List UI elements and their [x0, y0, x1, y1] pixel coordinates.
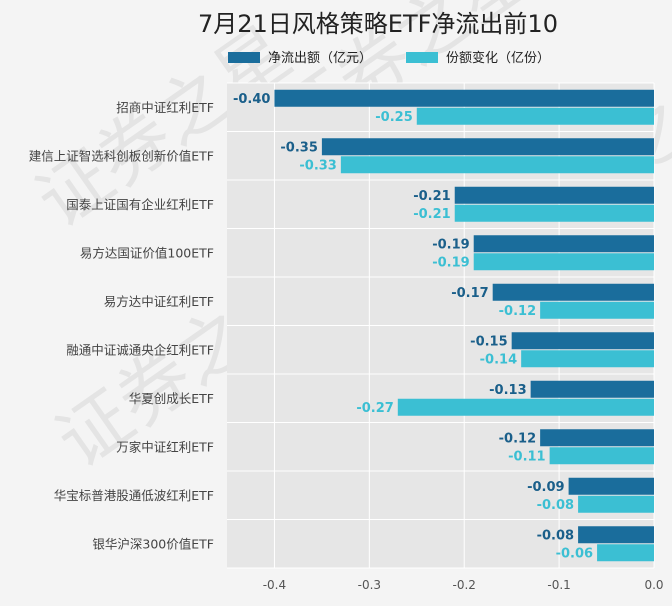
category-label: 易方达中证红利ETF — [104, 294, 214, 309]
chart-title: 7月21日风格策略ETF净流出前10 — [198, 10, 558, 38]
bar-share-change — [454, 204, 654, 222]
bar-net-outflow — [511, 332, 654, 350]
bar-net-outflow — [530, 380, 654, 398]
data-label-share-change: -0.11 — [508, 449, 545, 464]
category-labels: 招商中证红利ETF 建信上证智选科创板创新价值ETF 国泰上证国有企业红利ETF 易方… — [29, 100, 214, 552]
category-label: 建信上证智选科创板创新价值ETF — [29, 148, 214, 163]
category-label: 国泰上证国有企业红利ETF — [66, 197, 214, 212]
data-label-net-outflow: -0.19 — [432, 237, 469, 252]
bar-net-outflow — [454, 186, 654, 204]
data-labels: -0.40 -0.25 -0.35 -0.33 -0.21 -0.21 -0.19 -0.19… — [233, 92, 593, 562]
bar-net-outflow — [540, 429, 654, 447]
bar-share-change — [578, 495, 654, 513]
category-label: 华宝标普港股通低波红利ETF — [54, 488, 214, 503]
data-label-share-change: -0.21 — [413, 207, 450, 222]
category-label: 银华沪深300价值ETF — [92, 536, 214, 551]
data-label-net-outflow: -0.21 — [413, 189, 450, 204]
bar-net-outflow — [321, 138, 654, 156]
data-label-share-change: -0.27 — [356, 401, 393, 416]
data-label-share-change: -0.33 — [299, 158, 336, 173]
bar-share-change — [597, 544, 654, 562]
bar-share-change — [549, 447, 654, 465]
category-label: 华夏创成长ETF — [129, 391, 214, 406]
x-tick-label: -0.1 — [547, 578, 570, 592]
data-label-share-change: -0.06 — [556, 546, 593, 561]
category-label: 易方达国证价值100ETF — [80, 245, 214, 260]
data-label-share-change: -0.12 — [499, 304, 536, 319]
legend-swatch-net-outflow — [228, 52, 260, 63]
bar-share-change — [473, 253, 654, 271]
bars — [274, 89, 654, 562]
data-label-net-outflow: -0.17 — [451, 286, 488, 301]
bar-share-change — [340, 156, 654, 174]
data-label-share-change: -0.25 — [375, 110, 412, 125]
category-label: 招商中证红利ETF — [116, 100, 214, 115]
x-tick-label: -0.3 — [358, 578, 381, 592]
bar-net-outflow — [274, 89, 654, 107]
bar-net-outflow — [492, 283, 654, 301]
bar-net-outflow — [473, 235, 654, 253]
bar-net-outflow — [568, 477, 654, 495]
data-label-net-outflow: -0.09 — [527, 480, 564, 495]
x-tick-label: -0.2 — [453, 578, 476, 592]
x-tick-label: -0.4 — [263, 578, 286, 592]
legend: 净流出额（亿元） 份额变化（亿份） — [228, 50, 550, 66]
category-label: 万家中证红利ETF — [116, 439, 214, 454]
data-label-net-outflow: -0.08 — [537, 528, 574, 543]
data-label-net-outflow: -0.15 — [470, 334, 507, 349]
legend-swatch-share-change — [406, 52, 438, 63]
bar-share-change — [540, 301, 654, 319]
data-label-net-outflow: -0.35 — [280, 140, 317, 155]
bar-share-change — [416, 107, 654, 125]
x-tick-label: 0.0 — [644, 578, 663, 592]
data-label-share-change: -0.19 — [432, 255, 469, 270]
category-label: 融通中证诚通央企红利ETF — [66, 342, 214, 357]
data-label-net-outflow: -0.13 — [489, 383, 526, 398]
x-axis-ticks: -0.4 -0.3 -0.2 -0.1 0.0 — [263, 578, 664, 592]
data-label-share-change: -0.08 — [537, 498, 574, 513]
data-label-share-change: -0.14 — [480, 352, 517, 367]
bar-share-change — [521, 350, 654, 368]
legend-label-net-outflow: 净流出额（亿元） — [268, 51, 372, 66]
legend-label-share-change: 份额变化（亿份） — [446, 50, 550, 66]
bar-share-change — [397, 398, 654, 416]
data-label-net-outflow: -0.40 — [233, 92, 270, 107]
bar-net-outflow — [578, 526, 654, 544]
data-label-net-outflow: -0.12 — [499, 431, 536, 446]
